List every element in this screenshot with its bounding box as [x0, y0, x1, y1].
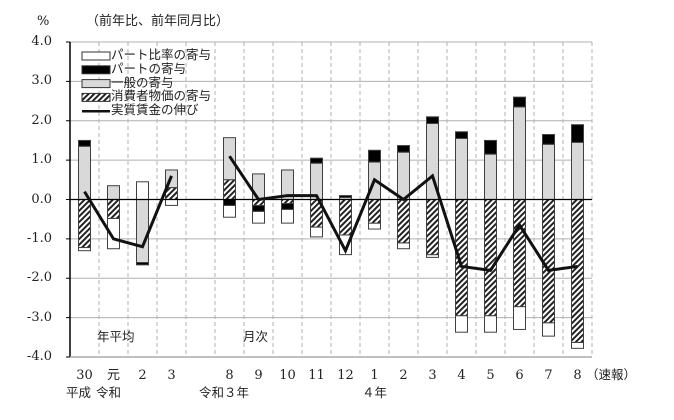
bar-segment-black — [455, 131, 468, 139]
bar-segment-black — [78, 139, 91, 147]
sokuho-label: （速報） — [586, 367, 637, 382]
bar-segment-black — [542, 134, 555, 145]
real-wage-line — [83, 155, 578, 272]
bar-segment-white — [223, 204, 236, 218]
x-tick-label: 6 — [515, 368, 524, 383]
y-tick-label: 1.0 — [31, 152, 52, 168]
x-tick-label: 12 — [337, 368, 354, 383]
x-tick-label: 8 — [573, 368, 582, 383]
x-tick-label: 2 — [138, 368, 147, 383]
x-tick-label: 4 — [457, 368, 466, 383]
bar-segment-hatch — [513, 199, 526, 308]
x-tick-label: 2 — [399, 368, 408, 383]
x-tick-label: 3 — [428, 368, 437, 383]
x-tick-label: 8 — [225, 368, 234, 383]
bar-segment-hatch — [484, 199, 497, 317]
bar-segment-gray — [513, 106, 526, 200]
bar-segment-white — [252, 210, 265, 224]
sublabel-r4: ４年 — [362, 385, 388, 400]
bar-segment-black — [281, 202, 294, 210]
bar-segment-black — [223, 199, 236, 206]
y-tick-label: 3.0 — [31, 73, 52, 89]
y-tick-label: 4.0 — [31, 34, 52, 49]
legend-item-label: パートの寄与 — [111, 60, 187, 76]
x-tick-label: 元 — [106, 368, 120, 383]
x-tick-label: 1 — [370, 368, 379, 383]
sublabel-reiwa: 令和 — [96, 385, 122, 400]
bar-segment-white — [513, 306, 526, 330]
sublabel-reiwa-3: 令和３年 — [199, 385, 250, 400]
bar-segment-gray — [571, 141, 584, 200]
bar-segment-hatch — [107, 199, 120, 219]
x-tick-label: 7 — [544, 368, 553, 383]
y-tick-label: 2.0 — [31, 112, 52, 128]
bar-segment-gray — [397, 151, 410, 200]
bar-segment-hatch — [426, 199, 439, 256]
bar-segment-white — [571, 341, 584, 349]
x-tick-label: 9 — [254, 368, 263, 383]
bar-segment-white — [310, 226, 323, 238]
axes — [66, 41, 592, 358]
group-label-monthly: 月次 — [243, 329, 269, 344]
legend-swatches — [81, 51, 111, 113]
bar-segment-white — [165, 199, 178, 206]
x-tick-label: 11 — [308, 368, 325, 383]
bar-segment-black — [310, 157, 323, 164]
bar-segment-black — [426, 116, 439, 125]
bar-segment-black — [571, 124, 584, 143]
bar-segment-gray — [136, 199, 149, 263]
bar-segment-gray — [542, 143, 555, 200]
bar-segment-white — [542, 322, 555, 337]
bar-segment-white — [397, 242, 410, 250]
bar-segment-black — [368, 149, 381, 163]
bar-segment-hatch — [78, 199, 91, 249]
bar-segment-hatch — [339, 199, 352, 236]
group-label-annual: 年平均 — [97, 329, 135, 344]
bar-segment-white — [484, 315, 497, 333]
x-tick-label: 10 — [279, 368, 296, 383]
legend-item-label: パート比率の寄与 — [111, 47, 212, 62]
legend-item-label: 実質賃金の伸び — [111, 102, 199, 118]
bar-segment-gray — [107, 185, 120, 200]
bar-segment-white — [455, 315, 468, 333]
bar-segment-black — [252, 204, 265, 212]
chart-title: （前年比、前年同月比） — [86, 14, 230, 29]
bar-segment-gray — [455, 137, 468, 200]
bar-segment-white — [281, 208, 294, 224]
x-tick-label: 3 — [167, 368, 176, 383]
bar-segment-black — [484, 139, 497, 155]
bar-segment-white — [136, 181, 149, 200]
y-tick-label: -1.0 — [26, 230, 52, 246]
bar-segment-black — [397, 145, 410, 153]
bar-segment-hatch — [223, 179, 236, 200]
bar-segment-hatch — [571, 199, 584, 343]
bar-segment-hatch — [397, 199, 410, 244]
legend-item-label: 消費者物価の寄与 — [111, 88, 212, 104]
bar-segment-gray — [484, 153, 497, 200]
bar-segment-gray — [78, 145, 91, 200]
y-tick-label: -3.0 — [26, 309, 52, 325]
y-tick-label: -4.0 — [26, 349, 52, 364]
legend-item-label: 一般の寄与 — [111, 74, 174, 90]
x-tick-label: 5 — [486, 368, 495, 383]
y-tick-label: 0.0 — [31, 191, 52, 207]
bar-segment-hatch — [368, 199, 381, 224]
x-tick-label: 30 — [76, 368, 93, 383]
bar-segment-black — [513, 96, 526, 108]
bar-segment-white — [368, 222, 381, 230]
y-tick-label: -2.0 — [26, 270, 52, 286]
sublabel-heisei: 平成 — [66, 385, 92, 400]
unit-label: % — [37, 14, 50, 29]
